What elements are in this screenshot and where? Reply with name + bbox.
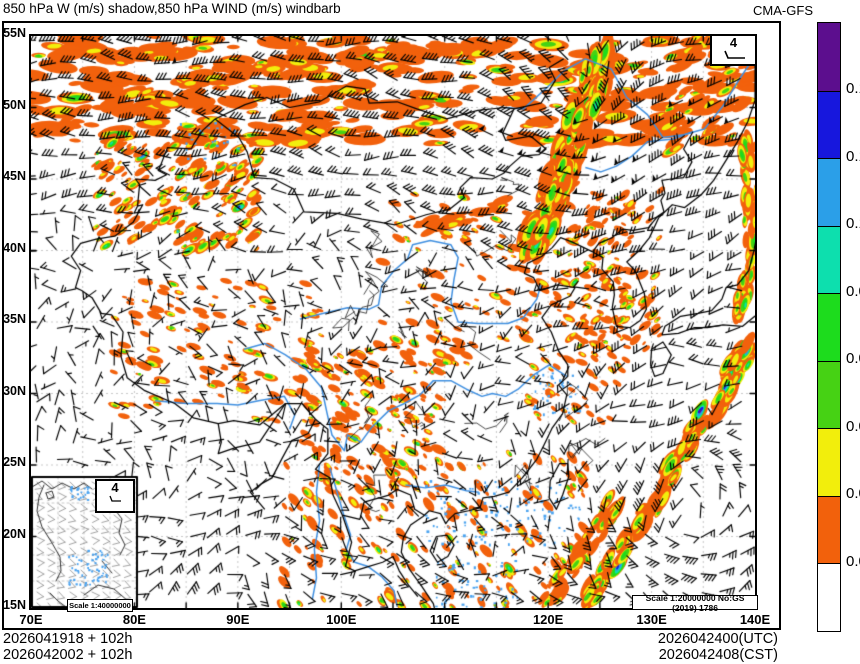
inset-windbarb-legend-box: 4 bbox=[95, 479, 135, 513]
y-tick-50N: 50N bbox=[3, 97, 26, 112]
colorbar-label-0.07: 0.07 bbox=[846, 350, 860, 367]
x-tick-140E: 140E bbox=[739, 612, 771, 627]
x-tick-70E: 70E bbox=[19, 612, 43, 627]
inset-windbarb-icon bbox=[109, 495, 121, 502]
inset-windbarb-legend-value: 4 bbox=[111, 480, 119, 495]
windbarb-icon bbox=[723, 50, 745, 59]
colorbar-segment-2 bbox=[818, 158, 840, 226]
windbarb-legend-value: 4 bbox=[729, 35, 738, 50]
colorbar-label-0.03: 0.03 bbox=[846, 485, 860, 502]
x-tick-110E: 110E bbox=[429, 612, 460, 627]
outer-frame bbox=[2, 21, 781, 630]
colorbar-label-0.05: 0.05 bbox=[846, 417, 860, 435]
x-tick-90E: 90E bbox=[226, 612, 250, 627]
map-scale-label: Scale 1:20000000 No:GS (2019) 1786 bbox=[632, 593, 758, 613]
model-label: CMA-GFS bbox=[753, 3, 813, 18]
y-tick-35N: 35N bbox=[3, 312, 26, 326]
map-frame: 4 Scale 1:20000000 No:GS (2019) 1786 4 S… bbox=[29, 34, 758, 613]
colorbar-label-0.09: 0.09 bbox=[846, 282, 860, 300]
colorbar-segment-6 bbox=[818, 428, 840, 496]
colorbar-segment-1 bbox=[818, 90, 840, 158]
colorbar-label-0.15: 0.15 bbox=[846, 80, 860, 97]
colorbar-label-0.13: 0.13 bbox=[846, 147, 860, 165]
inset-scale-label: Scale 1:40000000 bbox=[67, 599, 133, 612]
y-tick-25N: 25N bbox=[3, 455, 26, 469]
colorbar-label-0.01: 0.01 bbox=[846, 552, 860, 570]
y-tick-15N: 15N bbox=[3, 598, 26, 612]
y-tick-55N: 55N bbox=[3, 26, 26, 40]
y-tick-20N: 20N bbox=[3, 526, 26, 541]
x-tick-130E: 130E bbox=[636, 612, 667, 627]
colorbar-segment-3 bbox=[818, 225, 840, 293]
page-title: 850 hPa W (m/s) shadow,850 hPa WIND (m/s… bbox=[3, 1, 341, 16]
colorbar-segment-4 bbox=[818, 293, 840, 361]
y-tick-40N: 40N bbox=[3, 240, 26, 255]
init-time-line-2: 2026042002 + 102h bbox=[3, 647, 133, 663]
colorbar-segment-8 bbox=[818, 563, 840, 631]
y-tick-30N: 30N bbox=[3, 383, 26, 398]
windbarb-legend-box: 4 bbox=[710, 34, 757, 66]
x-tick-80E: 80E bbox=[122, 612, 146, 627]
colorbar-segment-0 bbox=[818, 23, 840, 91]
colorbar-segment-5 bbox=[818, 360, 840, 428]
colorbar-segment-7 bbox=[818, 495, 840, 563]
valid-time-cst: 2026042408(CST) bbox=[658, 647, 778, 663]
valid-time-utc: 2026042400(UTC) bbox=[657, 631, 778, 647]
x-tick-100E: 100E bbox=[326, 612, 357, 627]
x-tick-120E: 120E bbox=[532, 612, 564, 627]
colorbar bbox=[817, 22, 841, 632]
colorbar-label-0.11: 0.11 bbox=[846, 215, 860, 232]
y-tick-45N: 45N bbox=[3, 169, 26, 183]
init-time-line-1: 2026041918 + 102h bbox=[3, 631, 133, 647]
map-canvas bbox=[31, 36, 755, 608]
